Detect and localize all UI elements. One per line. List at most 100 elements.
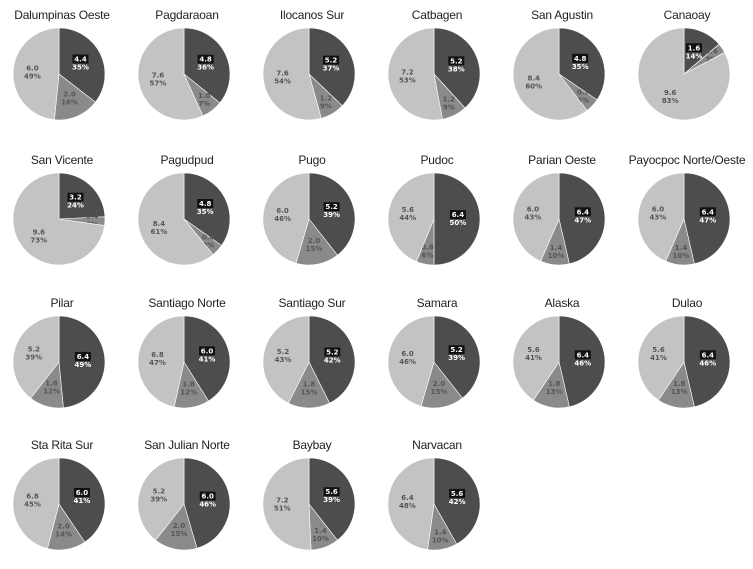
slice-value-label: 1.8 xyxy=(673,380,686,388)
slice-value-label: 5.6 xyxy=(325,488,338,496)
pie-svg: 6.447% 1.410% 6.043% xyxy=(637,172,731,266)
pie-chart: San Agustin 4.8 35% 0.7 5% 8.4 60% xyxy=(503,2,621,132)
slice-percent-label: 44% xyxy=(399,214,416,222)
pie-title: Samara xyxy=(416,296,458,310)
pie-svg: 6.447% 1.410% 6.043% xyxy=(512,172,606,266)
slice-percent-label: 39% xyxy=(323,496,340,504)
pie-slice xyxy=(58,457,106,543)
slice-percent-label: 10% xyxy=(312,535,329,543)
pie-slice xyxy=(558,172,606,265)
slice-value-label: 6.0 xyxy=(527,206,540,214)
slice-value-label: 5.2 xyxy=(326,349,339,357)
slice-value-label: 6.4 xyxy=(577,208,590,216)
pie-svg: 5.239% 2.015% 6.046% xyxy=(387,315,481,409)
slice-value-label: 9.6 xyxy=(33,229,46,237)
pie-chart: Ilocanos Sur 5.2 37% 1.2 9% 7.6 54% xyxy=(253,2,371,132)
pie-chart: Catbagen 5.2 38% 1.2 9% 7.2 53% xyxy=(378,2,496,132)
pie-slice xyxy=(137,27,204,121)
slice-value-label: 4.8 xyxy=(199,200,212,208)
slice-percent-label: 35% xyxy=(72,64,89,72)
slice-percent-label: 41% xyxy=(199,355,216,363)
slice-percent-label: 39% xyxy=(323,211,340,219)
value-label-box xyxy=(324,347,341,357)
pie-chart: Santiago Norte 6.0 41% 1.8 12% 6.8 47% xyxy=(128,290,246,420)
pie-title: Canaoay xyxy=(663,8,711,22)
slice-value-label: 0.7 xyxy=(577,89,590,97)
slice-value-label: 6.0 xyxy=(201,347,214,355)
slice-percent-label: 13% xyxy=(546,388,563,396)
slice-value-label: 0.8 xyxy=(421,244,434,252)
value-label-box xyxy=(73,488,90,497)
pie-title: Sta Rita Sur xyxy=(30,438,94,452)
slice-value-label: 1.4 xyxy=(314,527,327,535)
slice-percent-label: 50% xyxy=(450,219,467,227)
slice-percent-label: 5% xyxy=(577,97,589,105)
pie-svg: 6.446% 1.813% 5.641% xyxy=(637,315,731,409)
pie-slice xyxy=(433,315,481,399)
slice-percent-label: 47% xyxy=(149,359,166,367)
slice-value-label: 6.0 xyxy=(401,350,414,358)
pie-slice xyxy=(58,315,106,409)
pie-chart: Pagudpud 4.8 35% 0.6 4% 8.4 61% xyxy=(128,147,246,277)
slice-value-label: 5.2 xyxy=(153,487,166,495)
slice-value-label: 6.4 xyxy=(702,351,715,359)
slice-value-label: 0.4 xyxy=(705,47,718,55)
slice-value-label: 5.2 xyxy=(325,203,338,211)
pie-slice xyxy=(683,172,731,265)
slice-percent-label: 61% xyxy=(151,228,168,236)
slice-percent-label: 14% xyxy=(55,530,72,538)
pie-title: Santiago Norte xyxy=(148,296,226,310)
slice-percent-label: 38% xyxy=(448,65,465,73)
pie-svg: 6.446% 1.813% 5.641% xyxy=(512,315,606,409)
pie-svg: 3.224%0.43%9.673% xyxy=(12,172,106,266)
pie-slice xyxy=(137,457,185,541)
slice-percent-label: 4% xyxy=(202,242,214,250)
slice-percent-label: 48% xyxy=(399,502,416,510)
slice-percent-label: 43% xyxy=(650,214,667,222)
slice-percent-label: 53% xyxy=(399,77,416,85)
slice-percent-label: 15% xyxy=(306,245,323,253)
slice-percent-label: 10% xyxy=(673,252,690,260)
slice-value-label: 5.6 xyxy=(527,346,540,354)
slice-value-label: 6.4 xyxy=(77,353,90,361)
slice-percent-label: 41% xyxy=(525,354,542,362)
pie-chart: San Julian Norte 6.0 46% 2.0 15% 5.2 39% xyxy=(128,432,246,562)
slice-percent-label: 46% xyxy=(699,359,716,367)
slice-value-label: 6.8 xyxy=(26,493,39,501)
slice-value-label: 5.2 xyxy=(28,345,41,353)
slice-percent-label: 36% xyxy=(197,64,214,72)
pie-svg: 6.449% 1.612% 5.239% xyxy=(12,315,106,409)
pie-title: Pugo xyxy=(298,153,326,167)
slice-percent-label: 13% xyxy=(671,388,688,396)
pie-svg: 4.835% 0.64% 8.461% xyxy=(137,172,231,266)
pie-title: Pilar xyxy=(50,296,74,310)
pie-svg: 5.242%1.815%5.243% xyxy=(262,315,356,409)
pie-slice xyxy=(137,315,185,408)
slice-percent-label: 12% xyxy=(43,388,60,396)
slice-value-label: 1.2 xyxy=(320,94,333,102)
slice-percent-label: 60% xyxy=(525,83,542,91)
slice-value-label: 1.8 xyxy=(182,380,195,388)
pie-title: Dulao xyxy=(671,296,703,310)
value-label-box xyxy=(197,199,214,208)
slice-value-label: 5.6 xyxy=(451,490,464,498)
slice-value-label: 7.2 xyxy=(401,69,414,77)
pie-slice xyxy=(637,172,685,262)
pie-slice xyxy=(12,172,105,266)
slice-percent-label: 43% xyxy=(275,356,292,364)
pie-slice xyxy=(637,27,731,121)
pie-chart: Narvacan 5.6 42% 1.4 10% 6.4 48% xyxy=(378,432,496,562)
pie-chart: Dulao 6.4 46% 1.8 13% 5.6 41% xyxy=(628,290,746,420)
pie-slice xyxy=(308,172,356,256)
slice-value-label: 6.4 xyxy=(401,494,414,502)
pie-title: Parian Oeste xyxy=(528,153,596,167)
slice-percent-label: 46% xyxy=(274,215,291,223)
pie-title: Pudoc xyxy=(420,153,454,167)
slice-value-label: 5.2 xyxy=(450,346,463,354)
slice-value-label: 6.0 xyxy=(76,489,89,497)
pie-slice xyxy=(262,457,312,551)
value-label-box xyxy=(72,54,89,64)
pie-svg: 6.046% 2.015% 5.239% xyxy=(137,457,231,551)
slice-percent-label: 14% xyxy=(686,52,703,60)
slice-percent-label: 42% xyxy=(324,357,341,365)
